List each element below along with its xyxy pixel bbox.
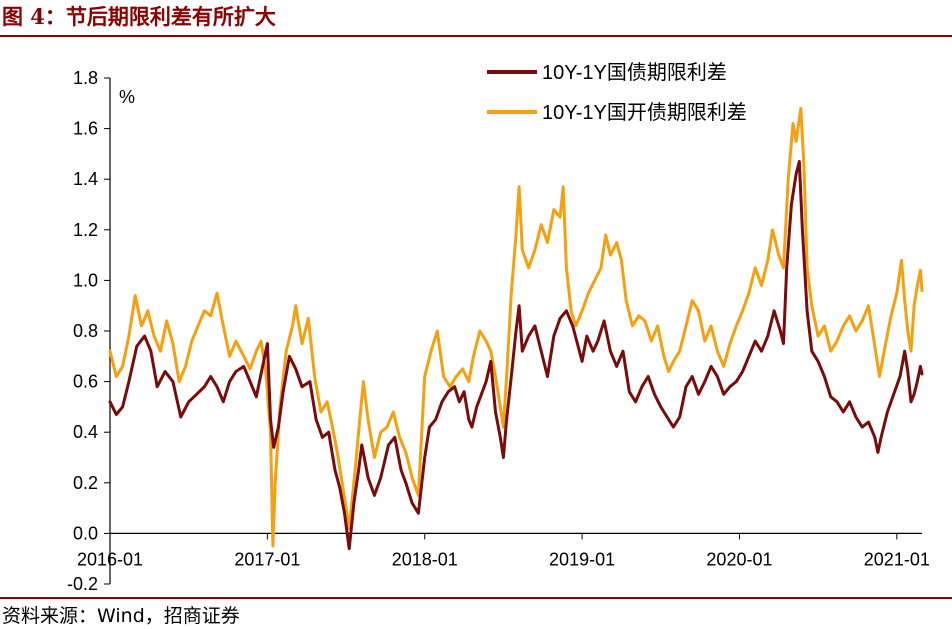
x-tick-label: 2019-01	[549, 549, 615, 569]
y-tick-label: 1.8	[73, 68, 98, 88]
y-tick-label: 1.2	[73, 220, 98, 240]
y-tick-label: 0.6	[73, 372, 98, 392]
y-tick-label: 0.0	[73, 523, 98, 543]
y-tick-label: 0.2	[73, 473, 98, 493]
y-axis: 1.8 1.6 1.4 1.2 1.0 0.8 0.6 0.4 0.2 0.0 -0.2	[67, 68, 111, 594]
legend-label-2: 10Y-1Y国开债期限利差	[542, 101, 747, 124]
footer-divider	[0, 597, 952, 599]
x-tick-label: 2016-01	[77, 549, 143, 569]
x-axis: 2016-01 2017-01 2018-01 2019-01 2020-01 2021-…	[77, 532, 930, 569]
series-layer	[108, 106, 924, 551]
y-tick-label: 1.0	[73, 270, 98, 290]
y-tick-label: 0.8	[73, 321, 98, 341]
series-line-1	[108, 160, 924, 551]
x-tick-label: 2020-01	[706, 549, 772, 569]
x-tick-label: 2017-01	[234, 549, 300, 569]
line-chart: 1.8 1.6 1.4 1.2 1.0 0.8 0.6 0.4 0.2 0.0 -0.2 2016-…	[67, 61, 930, 594]
y-axis-unit-label: %	[119, 87, 135, 107]
y-tick-label: -0.2	[67, 574, 98, 594]
source-note: 资料来源：Wind，招商证券	[2, 605, 240, 627]
y-tick-label: 1.6	[73, 119, 98, 139]
x-tick-label: 2018-01	[392, 549, 458, 569]
y-tick-label: 0.4	[73, 422, 98, 442]
legend-label-1: 10Y-1Y国债期限利差	[542, 61, 727, 84]
x-tick-label: 2021-01	[864, 549, 930, 569]
title-divider	[0, 35, 952, 37]
chart-legend: 10Y-1Y国债期限利差 10Y-1Y国开债期限利差	[487, 61, 747, 124]
y-tick-label: 1.4	[73, 169, 98, 189]
page-title: 图 4：节后期限利差有所扩大	[2, 4, 276, 29]
